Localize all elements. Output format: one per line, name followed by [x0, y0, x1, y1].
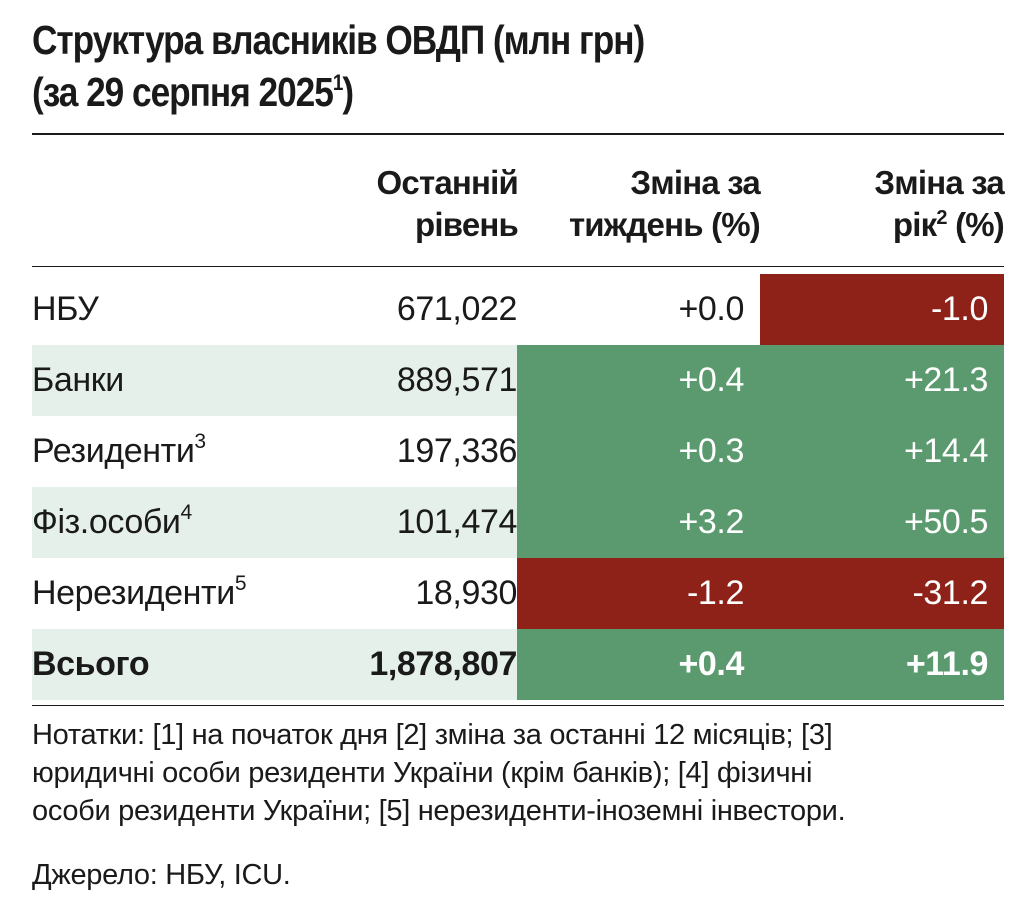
source-note: Джерело: НБУ, ICU. — [32, 859, 291, 891]
row-label-text: Банки — [32, 361, 124, 399]
footnotes: Нотатки: [1] на початок дня [2] зміна за… — [32, 716, 1022, 830]
header-year-footnote-marker: 2 — [936, 207, 947, 229]
row-week-change: +0.3 — [517, 416, 760, 487]
footnote-line-1: Нотатки: [1] на початок дня [2] зміна за… — [32, 719, 833, 751]
header-week-change-line-1: Зміна за — [630, 164, 760, 201]
page-title: Структура власників ОВДП (млн грн) (за 2… — [32, 14, 883, 118]
row-footnote-marker: 5 — [234, 572, 247, 595]
row-label-text: Нерезиденти — [32, 574, 235, 612]
table-row: Фіз.особи4 101,474 +3.2 +50.5 — [32, 487, 1004, 558]
top-divider — [32, 133, 1004, 135]
header-year-change-line-1: Зміна за — [874, 164, 1004, 201]
table-row: Банки 889,571 +0.4 +21.3 — [32, 345, 1004, 416]
header-year-change-line-2: рік2 (%) — [764, 204, 1005, 246]
header-last-level-line-1: Останній — [376, 164, 519, 201]
footnote-line-3: особи резиденти України; [5] нерезиденти… — [32, 795, 846, 827]
row-year-change: +21.3 — [760, 345, 1004, 416]
row-label: Банки — [32, 345, 332, 416]
row-footnote-marker: 4 — [180, 501, 193, 524]
table-row: Нерезиденти5 18,930 -1.2 -31.2 — [32, 558, 1004, 629]
table-row: НБУ 671,022 +0.0 -1.0 — [32, 274, 1004, 345]
row-footnote-marker: 3 — [194, 430, 206, 453]
footnote-line-2: юридичні особи резиденти України (крім б… — [32, 757, 813, 789]
row-last-level: 101,474 — [396, 503, 518, 541]
title-footnote-marker: 1 — [332, 70, 344, 95]
row-label-text: Всього — [32, 645, 150, 683]
title-line-1: Структура власників ОВДП (млн грн) — [32, 17, 645, 63]
row-year-change: -1.0 — [760, 274, 1004, 345]
header-week-change: Зміна за тиждень (%) — [520, 162, 761, 246]
title-line-2: (за 29 серпня 20251) — [32, 66, 883, 118]
row-last-level: 671,022 — [396, 290, 518, 328]
row-year-change: +50.5 — [760, 487, 1004, 558]
row-week-change: +3.2 — [517, 487, 760, 558]
row-last-level: 197,336 — [396, 432, 518, 470]
row-last-level: 18,930 — [415, 574, 517, 612]
row-label-text: Резиденти — [32, 432, 195, 470]
table-row: Резиденти3 197,336 +0.3 +14.4 — [32, 416, 1004, 487]
row-label: Фіз.особи4 — [32, 487, 332, 558]
header-last-level: Останній рівень — [300, 162, 519, 246]
row-label: Нерезиденти5 — [32, 558, 332, 629]
row-last-level: 1,878,807 — [369, 645, 517, 683]
header-week-change-line-2: тиждень (%) — [568, 206, 761, 243]
title-line-2-text: (за 29 серпня 2025 — [32, 69, 334, 115]
row-year-change: +11.9 — [760, 629, 1004, 700]
header-year-change: Зміна за рік2 (%) — [764, 162, 1004, 246]
header-divider — [32, 266, 1004, 267]
row-year-change: +14.4 — [760, 416, 1004, 487]
row-year-change: -31.2 — [760, 558, 1004, 629]
header-year-change-unit: (%) — [946, 206, 1005, 243]
row-label: НБУ — [32, 274, 332, 345]
table-row: Всього 1,878,807 +0.4 +11.9 — [32, 629, 1004, 700]
row-label-text: Фіз.особи — [32, 503, 181, 541]
header-last-level-line-2: рівень — [415, 206, 519, 243]
row-label: Резиденти3 — [32, 416, 332, 487]
row-label-text: НБУ — [32, 290, 99, 328]
row-label: Всього — [32, 629, 332, 700]
row-week-change: +0.4 — [517, 345, 760, 416]
row-week-change: +0.0 — [678, 290, 744, 328]
header-year-change-word: рік — [892, 206, 937, 243]
bottom-divider — [32, 705, 1004, 706]
row-week-change: -1.2 — [517, 558, 760, 629]
title-line-2-end: ) — [342, 69, 354, 115]
row-week-change: +0.4 — [517, 629, 760, 700]
row-last-level: 889,571 — [396, 361, 518, 399]
